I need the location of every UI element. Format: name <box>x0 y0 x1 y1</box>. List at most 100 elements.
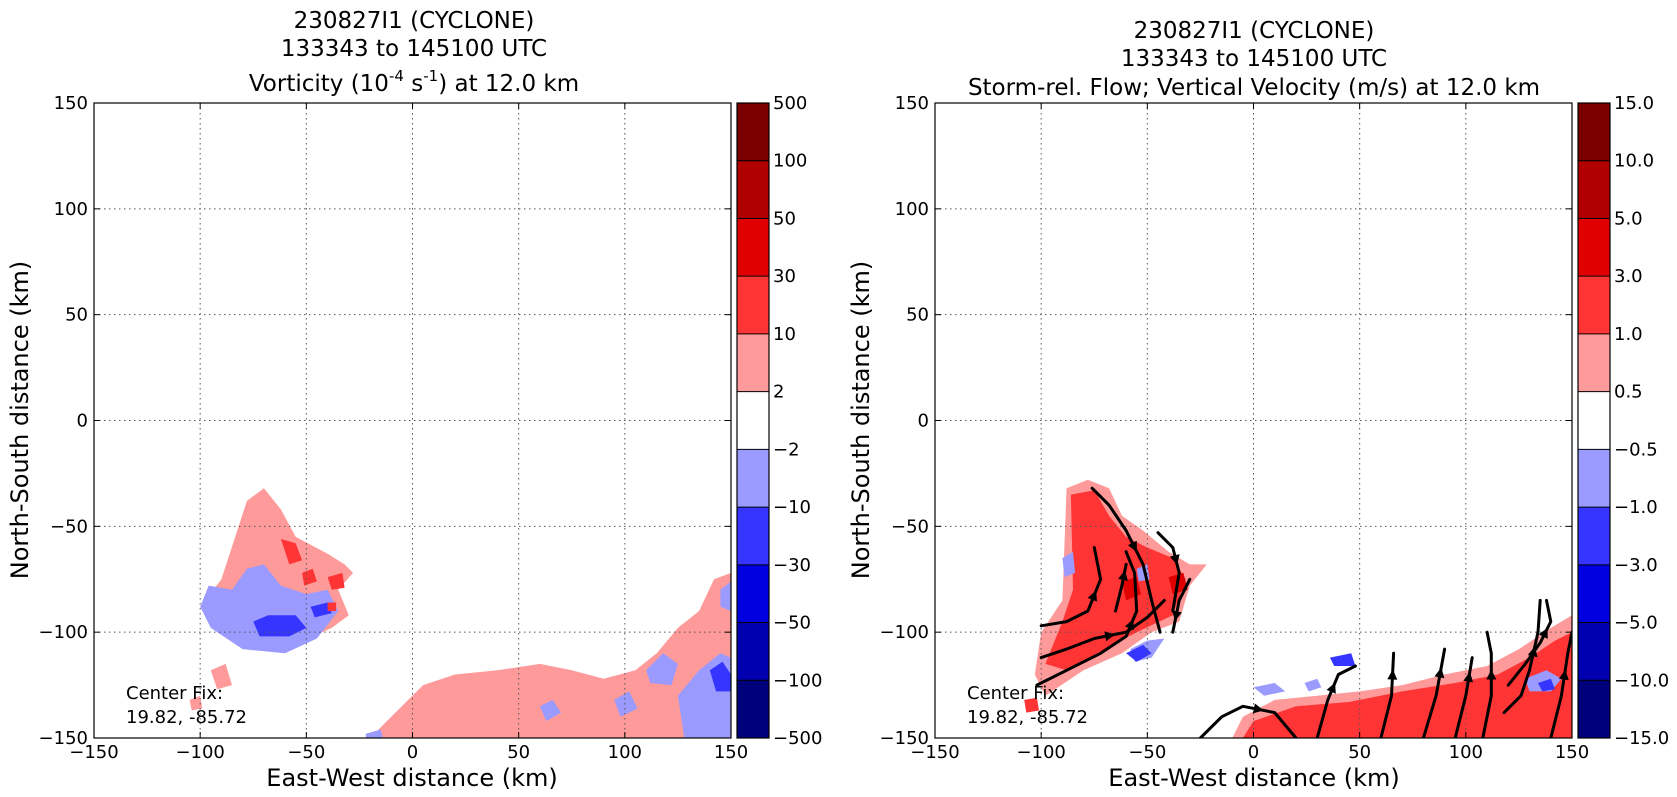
left-vorticity-field <box>189 488 731 738</box>
right-gridlines <box>935 103 1572 738</box>
y-tick-label: −50 <box>50 516 88 537</box>
y-tick-label: 150 <box>895 93 929 114</box>
right-title-line-1: 230827I1 (CYCLONE) <box>1134 18 1375 44</box>
contour-region-pos-weak <box>370 572 731 738</box>
right-panel: 230827I1 (CYCLONE) 133343 to 145100 UTC … <box>847 18 1669 792</box>
colorbar-swatch <box>1578 507 1610 565</box>
colorbar-swatch <box>1578 564 1610 623</box>
streamline <box>1453 656 1474 738</box>
y-tick-label: 100 <box>54 199 88 220</box>
contour-region-neg-weak <box>1253 683 1286 696</box>
right-x-axis-label: East-West distance (km) <box>1108 764 1399 792</box>
x-tick-label: 150 <box>714 742 748 763</box>
left-center-fix-label: Center Fix: <box>126 683 223 704</box>
streamline-arrowhead <box>1172 610 1182 622</box>
x-tick-label: −50 <box>287 742 325 763</box>
left-y-axis-label: North-South distance (km) <box>6 261 34 580</box>
y-tick-label: −150 <box>39 728 88 749</box>
contour-region-neg-med <box>310 602 332 618</box>
right-title-line-3: Storm-rel. Flow; Vertical Velocity (m/s)… <box>968 75 1540 101</box>
streamline <box>1171 577 1192 634</box>
left-title-line-3: Vorticity (10-4 s-1) at 12.0 km <box>249 67 579 97</box>
colorbar-label: −0.5 <box>1614 439 1658 460</box>
streamline-arrowhead <box>1434 667 1445 679</box>
contour-region-neg-weak <box>539 699 562 722</box>
streamline-arrowhead <box>1538 627 1548 639</box>
colorbar-swatch <box>737 449 769 508</box>
streamline <box>1379 651 1396 738</box>
colorbar-label: −50 <box>773 613 811 634</box>
colorbar-swatch <box>737 680 769 738</box>
colorbar-label: −2 <box>773 439 800 460</box>
contour-region-neg-med <box>1126 644 1152 662</box>
streamline-arrowhead <box>1486 669 1497 680</box>
right-y-axis-label: North-South distance (km) <box>847 261 875 580</box>
x-tick-label: 50 <box>507 742 530 763</box>
x-tick-label: 100 <box>1449 742 1483 763</box>
y-tick-label: 100 <box>895 199 929 220</box>
contour-region-neg-weak <box>1304 678 1322 692</box>
colorbar-swatch <box>737 391 769 450</box>
colorbar-swatch <box>1578 218 1610 277</box>
x-tick-label: 150 <box>1555 742 1589 763</box>
x-tick-label: 0 <box>1248 742 1259 763</box>
streamline-arrowhead <box>1387 669 1398 680</box>
contour-region-pos-med <box>327 572 345 590</box>
contour-region-neg-weak <box>1062 551 1076 578</box>
colorbar-label: 1.0 <box>1614 324 1643 345</box>
colorbar-label: −1.0 <box>1614 497 1658 518</box>
right-axis-ticks: −150 −100 −50 0 50 100 150 −150 −100 −50 0 50 100 150 <box>880 93 1590 763</box>
colorbar-label: −500 <box>773 728 822 749</box>
streamline-arrowhead <box>1118 570 1128 581</box>
contour-region-pos-weak <box>189 695 203 711</box>
left-panel: 230827I1 (CYCLONE) 133343 to 145100 UTC … <box>6 8 822 792</box>
left-gridlines <box>94 103 731 738</box>
right-center-fix-value: 19.82, -85.72 <box>967 707 1088 728</box>
colorbar-label: −3.0 <box>1614 555 1658 576</box>
colorbar-label: −15.0 <box>1614 728 1669 749</box>
contour-region-pos-med <box>280 539 303 565</box>
colorbar-swatch <box>737 276 769 334</box>
y-tick-label: 150 <box>54 93 88 114</box>
streamline-arrowhead <box>1169 554 1180 565</box>
colorbar-label: −100 <box>773 670 822 691</box>
left-title-exp-2: -1 <box>423 67 438 85</box>
streamline-arrowhead <box>1463 671 1474 683</box>
colorbar-label: −10.0 <box>1614 670 1669 691</box>
colorbar-label: −5.0 <box>1614 613 1658 634</box>
left-title-line-1: 230827I1 (CYCLONE) <box>294 8 535 34</box>
left-colorbar: 500 100 50 30 10 2 −2 −10 −30 −50 −100 −500 <box>736 93 822 749</box>
y-tick-label: 0 <box>77 411 88 432</box>
colorbar-label: −30 <box>773 555 811 576</box>
x-tick-label: 100 <box>608 742 642 763</box>
colorbar-swatch <box>737 622 769 681</box>
colorbar-swatch <box>1578 103 1610 161</box>
y-tick-label: −50 <box>891 516 929 537</box>
left-title-var-suffix: ) at 12.0 km <box>438 71 579 97</box>
colorbar-swatch <box>1578 160 1610 219</box>
contour-region-neg-weak <box>720 581 731 611</box>
contour-region-neg-med <box>1329 653 1356 666</box>
colorbar-label: 500 <box>773 93 807 114</box>
colorbar-swatch <box>1578 276 1610 334</box>
contour-region-neg-weak <box>200 564 339 654</box>
left-center-fix-value: 19.82, -85.72 <box>126 707 247 728</box>
y-tick-label: −100 <box>39 622 88 643</box>
contour-region-neg-weak <box>614 691 638 717</box>
colorbar-swatch <box>737 218 769 277</box>
y-tick-label: −150 <box>880 728 929 749</box>
streamline-arrowhead <box>1087 590 1097 602</box>
colorbar-frame <box>1577 102 1611 739</box>
streamline <box>1421 647 1447 738</box>
x-tick-label: −100 <box>175 742 224 763</box>
contour-region-pos-med <box>327 602 337 611</box>
streamline-arrowhead <box>1127 540 1137 552</box>
streamline <box>1035 550 1139 687</box>
contour-region-pos-med <box>302 568 317 586</box>
streamline <box>1039 546 1103 628</box>
streamline <box>1502 598 1542 715</box>
contour-region-neg-med <box>709 661 731 692</box>
colorbar-swatch <box>737 333 769 392</box>
x-tick-label: −100 <box>1016 742 1065 763</box>
colorbar-swatch <box>737 564 769 623</box>
